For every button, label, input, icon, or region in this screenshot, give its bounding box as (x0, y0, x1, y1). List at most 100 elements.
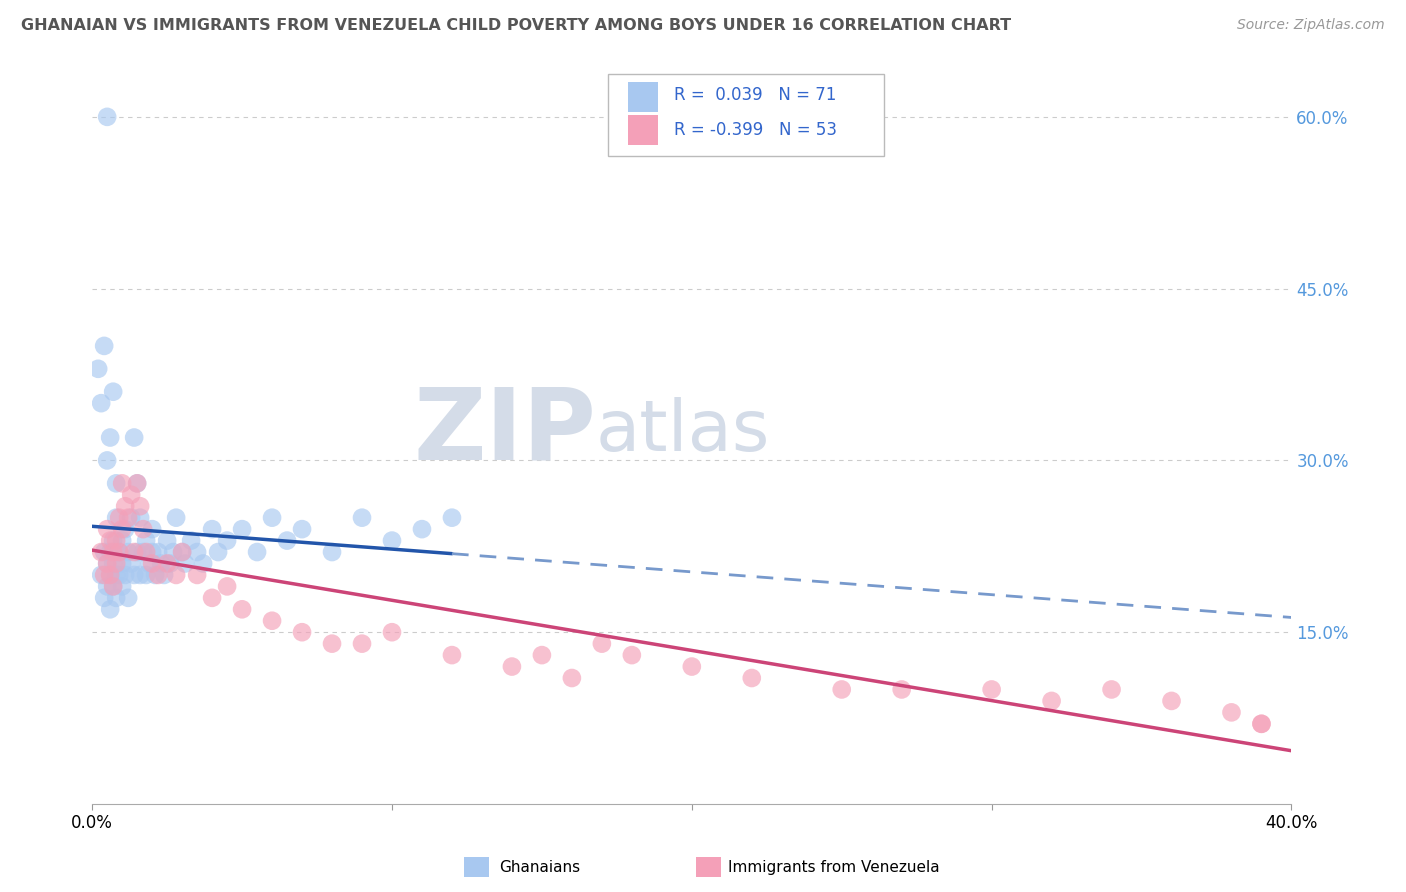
Point (114, 522, 136, 536)
Point (96, 453, 118, 467)
Point (96, 522, 118, 536)
Point (111, 579, 134, 593)
Point (101, 579, 124, 593)
Point (150, 557, 173, 571)
Point (129, 500, 152, 514)
Point (98, 568, 121, 582)
Point (561, 671, 583, 685)
Point (101, 384, 124, 399)
Point (108, 545, 131, 559)
Point (172, 545, 194, 559)
Point (207, 545, 229, 559)
Point (276, 533, 298, 548)
Point (1101, 682, 1123, 697)
Point (156, 557, 179, 571)
Point (141, 545, 163, 559)
Point (440, 648, 463, 662)
Text: Immigrants from Venezuela: Immigrants from Venezuela (728, 860, 941, 874)
Point (105, 557, 128, 571)
Point (138, 557, 160, 571)
Text: R = -0.399   N = 53: R = -0.399 N = 53 (673, 121, 837, 139)
Point (108, 510, 131, 524)
Point (159, 557, 181, 571)
Point (291, 522, 314, 536)
Point (111, 533, 134, 548)
Point (321, 545, 343, 559)
Point (681, 659, 703, 673)
Point (114, 568, 136, 582)
Text: Source: ZipAtlas.com: Source: ZipAtlas.com (1237, 18, 1385, 32)
Point (201, 522, 224, 536)
Point (93, 545, 115, 559)
Text: ZIP: ZIP (413, 384, 596, 480)
Point (93, 339, 115, 353)
Point (217, 579, 239, 593)
Point (96, 557, 118, 571)
Point (87, 361, 110, 376)
Point (231, 602, 253, 616)
Point (291, 625, 314, 640)
Point (101, 545, 124, 559)
Point (135, 533, 157, 548)
Point (111, 522, 134, 536)
Point (120, 510, 142, 524)
Point (90, 568, 112, 582)
Point (96, 557, 118, 571)
Point (381, 533, 404, 548)
Point (135, 568, 157, 582)
Point (246, 545, 269, 559)
Point (98, 602, 121, 616)
Point (105, 533, 128, 548)
Point (96, 579, 118, 593)
Point (127, 545, 149, 559)
Point (146, 545, 169, 559)
Point (105, 476, 128, 491)
Point (350, 637, 373, 651)
Point (108, 568, 131, 582)
Point (101, 557, 124, 571)
Point (530, 648, 553, 662)
FancyBboxPatch shape (628, 115, 658, 145)
Point (108, 545, 131, 559)
Point (122, 545, 145, 559)
Point (1220, 706, 1243, 720)
Point (90, 396, 112, 410)
FancyBboxPatch shape (628, 82, 658, 112)
Point (741, 671, 763, 685)
Point (101, 533, 124, 548)
Point (114, 500, 136, 514)
Point (98, 545, 121, 559)
Point (831, 682, 853, 697)
Point (217, 533, 239, 548)
Point (117, 591, 139, 605)
Point (120, 488, 142, 502)
Point (132, 545, 155, 559)
Point (174, 557, 197, 571)
Point (165, 568, 187, 582)
Point (105, 568, 128, 582)
Point (1250, 716, 1272, 731)
Point (501, 659, 523, 673)
Point (321, 637, 343, 651)
Point (231, 522, 253, 536)
Point (381, 625, 404, 640)
Point (186, 545, 208, 559)
Point (93, 568, 115, 582)
Text: Ghanaians: Ghanaians (499, 860, 581, 874)
Point (93, 591, 115, 605)
Point (620, 648, 643, 662)
Point (162, 545, 184, 559)
Point (411, 522, 433, 536)
Point (141, 557, 163, 571)
Point (122, 430, 145, 444)
Point (120, 557, 142, 571)
Point (1160, 694, 1182, 708)
Point (890, 682, 912, 697)
Point (90, 545, 112, 559)
Point (127, 476, 149, 491)
Point (122, 568, 145, 582)
Point (201, 591, 224, 605)
Point (111, 557, 134, 571)
Point (143, 568, 166, 582)
Point (117, 545, 139, 559)
